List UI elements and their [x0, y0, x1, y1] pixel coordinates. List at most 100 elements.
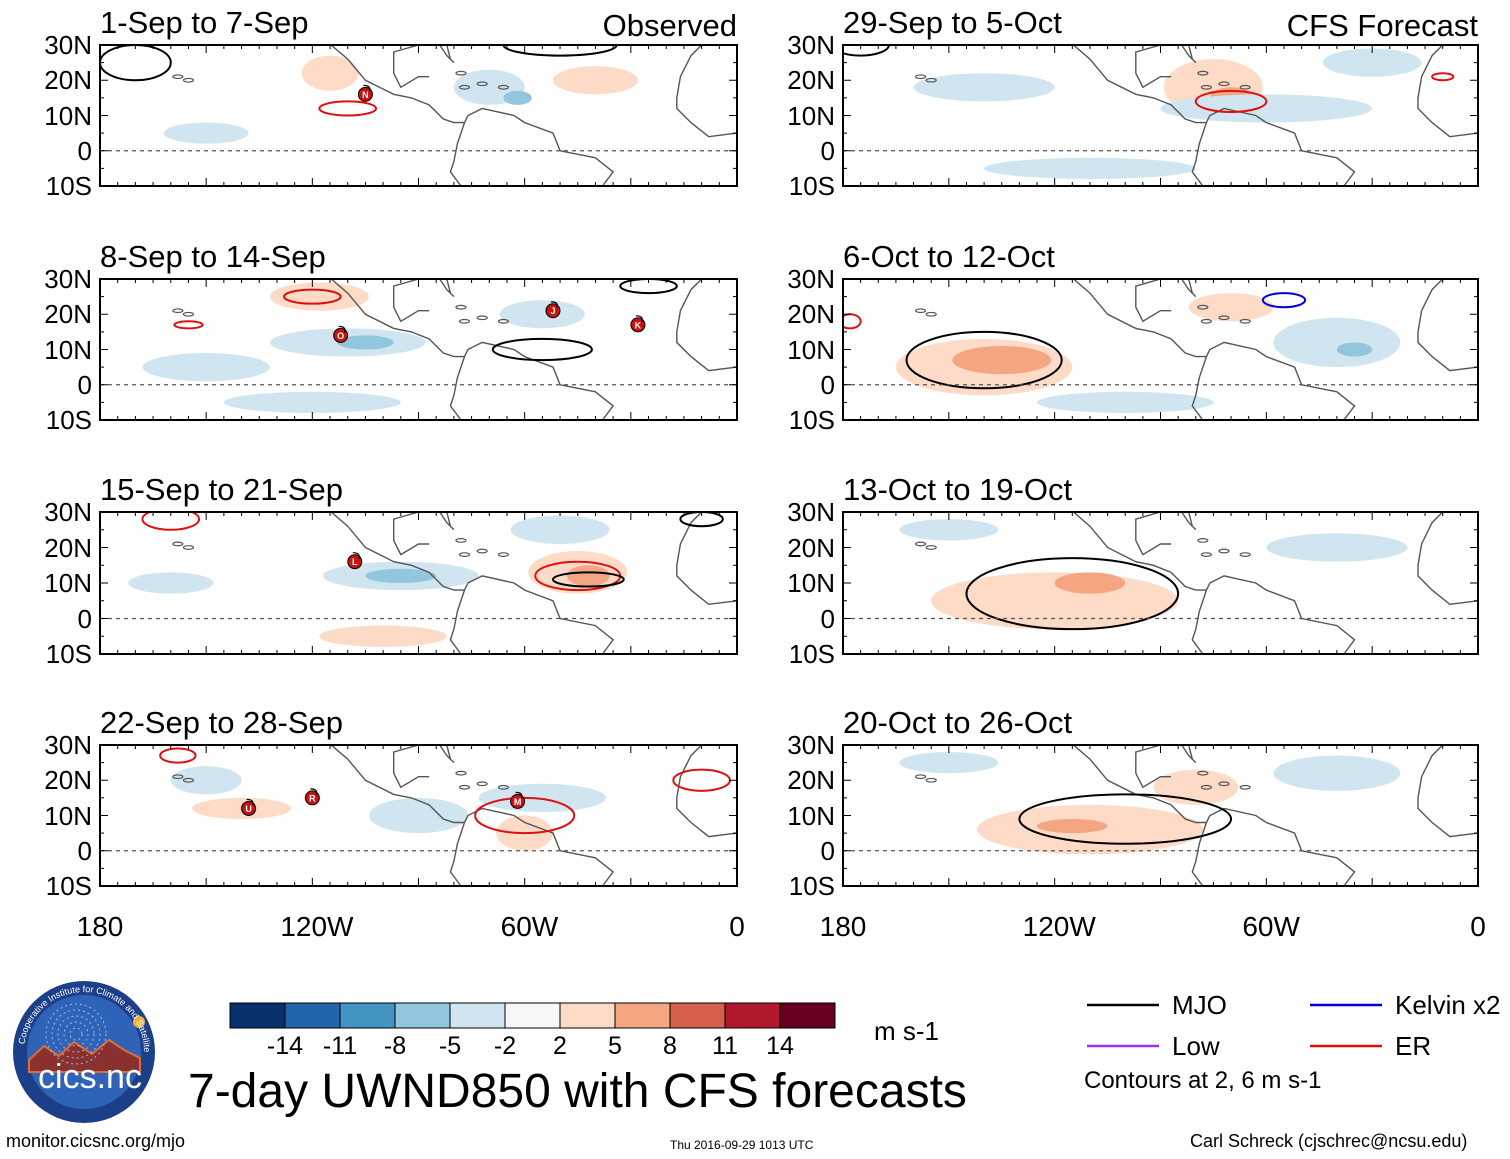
latitude-label: 20N [44, 299, 92, 330]
latitude-label: 10S [788, 405, 835, 435]
footer-author: Carl Schreck (cjschrec@ncsu.edu) [1190, 1131, 1468, 1151]
island [1200, 784, 1212, 790]
anomaly-shading [499, 300, 585, 329]
coastline [1417, 45, 1478, 138]
island [1200, 318, 1212, 324]
anomaly-shading [1266, 533, 1408, 562]
anomaly-shading [1336, 342, 1373, 357]
coastline [1191, 341, 1356, 420]
logo-text: cics.nc [38, 1058, 142, 1096]
island [458, 784, 471, 790]
anomaly-shading [163, 122, 249, 144]
coastline [1417, 279, 1478, 372]
island [497, 84, 510, 90]
panel-title: 20-Oct to 26-Oct [843, 705, 1073, 740]
colorbar-tick: 5 [608, 1032, 622, 1060]
coastline [393, 745, 455, 789]
latitude-label: 10S [788, 171, 835, 201]
latitude-label: 30N [787, 730, 835, 760]
coastline [1072, 279, 1207, 358]
island [455, 70, 467, 76]
island [1239, 318, 1251, 324]
latitude-label: 0 [820, 603, 835, 634]
wave-contour [159, 747, 197, 764]
panel-title: 6-Oct to 12-Oct [843, 239, 1055, 274]
map-panel [842, 44, 1479, 187]
colorbar-units: m s-1 [874, 1016, 939, 1046]
wave-contour [1431, 72, 1455, 82]
colorbar-tick: 14 [766, 1032, 794, 1060]
anomaly-shading [142, 353, 270, 382]
main-title: 7-day UWND850 with CFS forecasts [188, 1065, 967, 1118]
map-panel: U R M [99, 744, 738, 887]
latitude-label: 10S [45, 405, 92, 435]
tropical-storm-icon: L [347, 552, 363, 570]
island [1197, 538, 1209, 543]
panel-title: 15-Sep to 21-Sep [100, 472, 344, 507]
longitude-label: 0 [729, 911, 745, 942]
coastline [393, 512, 455, 556]
island [476, 548, 488, 554]
coastline [449, 807, 615, 886]
anomaly-shading [170, 766, 242, 795]
logo-spiral [45, 1003, 107, 1065]
latitude-label: 10N [44, 334, 92, 365]
storm-letter: L [352, 557, 358, 567]
latitude-label: 10S [788, 871, 835, 901]
footer-website[interactable]: monitor.cicsnc.org/mjo [6, 1131, 186, 1151]
latitude-label: 10N [787, 568, 835, 598]
logo-spiral [69, 1027, 83, 1041]
colorbar-tick: -14 [266, 1032, 304, 1060]
tropical-storm-icon: N [357, 84, 373, 102]
colorbar-swatch [284, 1002, 341, 1029]
anomaly-shading [301, 55, 359, 91]
coastline [676, 745, 737, 838]
coastline [393, 45, 455, 89]
anomaly-shading [567, 565, 610, 587]
observed-label: Observed [602, 8, 737, 43]
panel-title: 22-Sep to 28-Sep [100, 705, 344, 740]
coastline [1135, 45, 1197, 89]
longitude-label: 180 [76, 911, 124, 942]
latitude-label: 30N [44, 264, 92, 294]
island [497, 552, 510, 557]
wave-contour [619, 279, 678, 295]
anomaly-shading [1322, 48, 1422, 77]
island [182, 77, 195, 83]
tropical-storm-icon: M [510, 791, 526, 809]
anomaly-shading [552, 66, 638, 95]
island [925, 545, 937, 550]
latitude-label: 0 [820, 835, 835, 866]
coastline [449, 341, 615, 420]
coastline [449, 107, 615, 186]
anomaly-shading [1054, 572, 1126, 594]
tropical-storm-icon: O [333, 325, 349, 343]
wave-contour [905, 330, 1063, 390]
contour-note: Contours at 2, 6 m s-1 [1084, 1067, 1322, 1094]
colorbar-swatch [724, 1002, 781, 1029]
colorbar-swatch [449, 1002, 506, 1029]
longitude-label: 0 [1470, 911, 1486, 942]
colorbar-swatch [229, 1002, 286, 1029]
anomaly-shading [1153, 769, 1239, 805]
colorbar-swatch [394, 1002, 451, 1029]
coastline [676, 512, 737, 606]
colorbar-tick: -11 [322, 1032, 358, 1060]
island [455, 538, 467, 543]
island [1218, 781, 1230, 787]
anomaly-shading [1273, 755, 1401, 791]
latitude-label: 10N [44, 100, 92, 131]
colorbar-tick: 11 [712, 1032, 738, 1060]
wave-contour [100, 45, 172, 82]
legend-label: ER [1395, 1031, 1432, 1061]
island [172, 74, 184, 80]
footer-timestamp: Thu 2016-09-29 1013 UTC [670, 1138, 814, 1152]
island [915, 308, 927, 314]
panel-title: 1-Sep to 7-Sep [100, 5, 309, 40]
wave-contour [491, 337, 593, 362]
latitude-label: 0 [77, 603, 92, 634]
coastline [1135, 279, 1197, 323]
island [1218, 81, 1230, 87]
anomaly-shading [984, 157, 1196, 179]
